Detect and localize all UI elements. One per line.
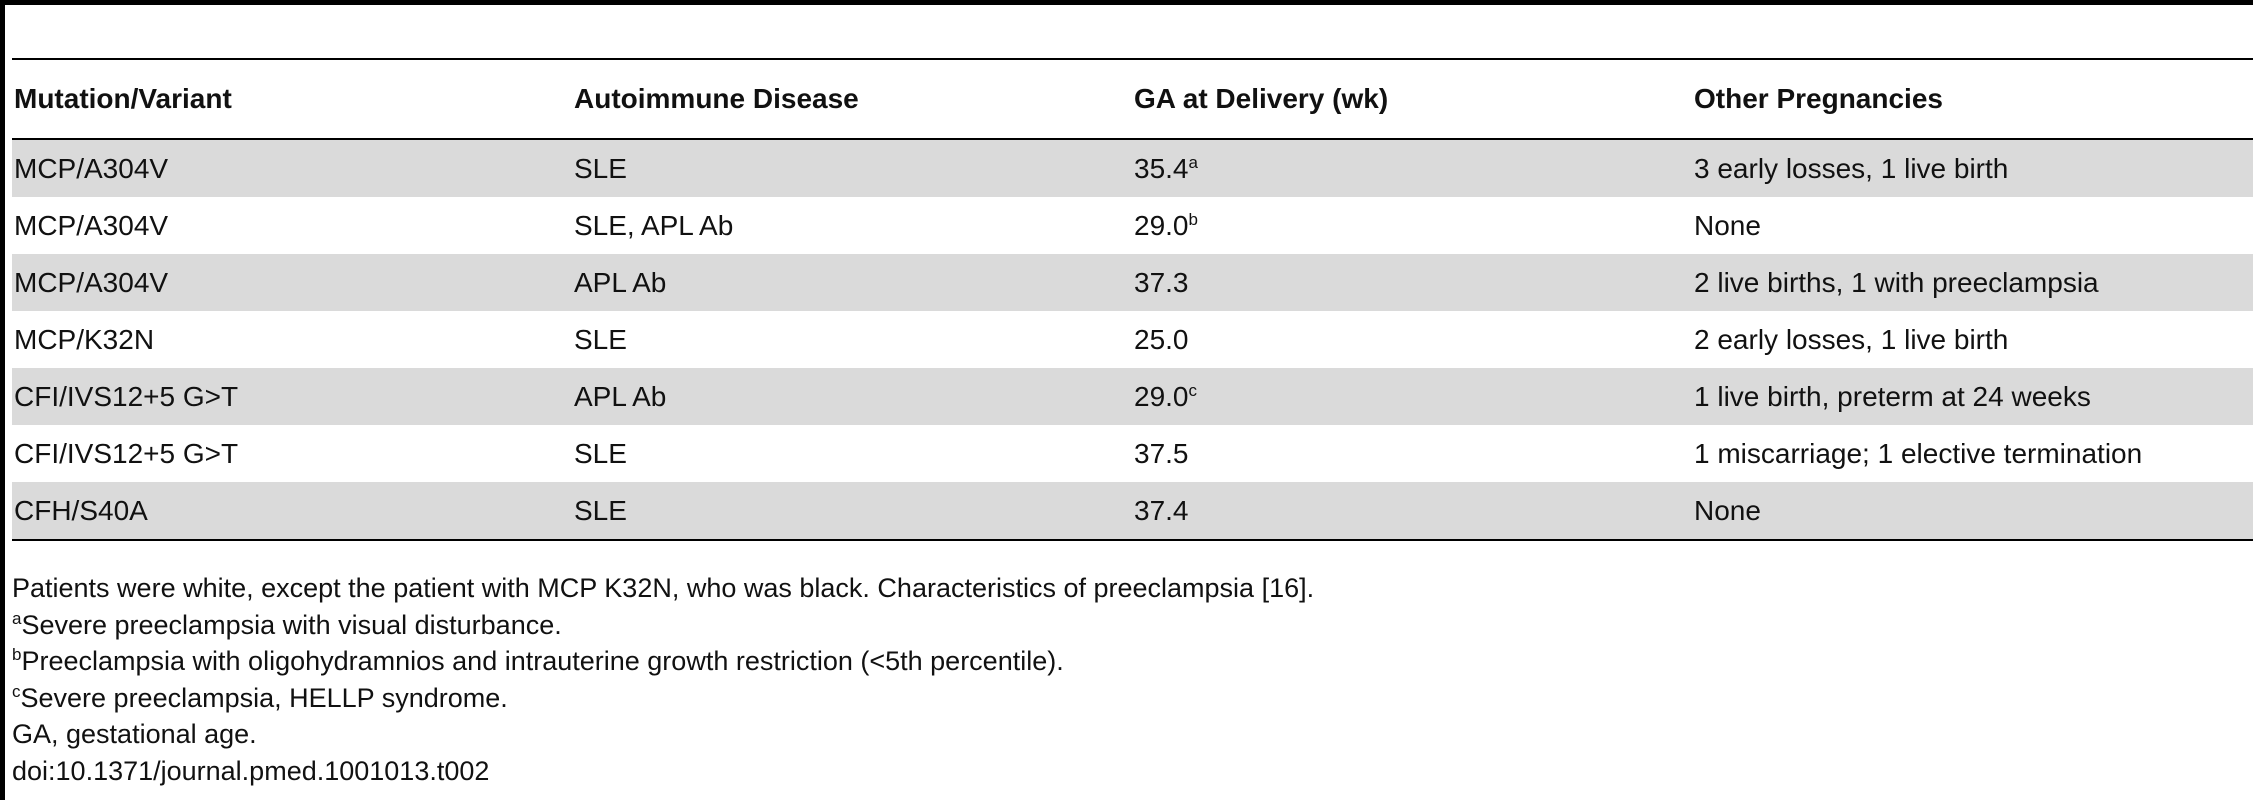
cell-ga: 37.5 [1132,425,1692,482]
cell-ga: 25.0 [1132,311,1692,368]
table-row: CFI/IVS12+5 G>T SLE 37.5 1 miscarriage; … [12,425,2253,482]
cell-other: 2 live births, 1 with preeclampsia [1692,254,2253,311]
ga-footnote-mark: a [1188,152,1198,172]
cell-disease: APL Ab [572,254,1132,311]
table-row: MCP/A304V APL Ab 37.3 2 live births, 1 w… [12,254,2253,311]
footnote-mark-b: b [12,645,22,664]
table-header-row: Mutation/Variant Autoimmune Disease GA a… [12,59,2253,139]
ga-footnote-mark: b [1188,209,1198,229]
table-row: MCP/A304V SLE 35.4a 3 early losses, 1 li… [12,139,2253,197]
footnote-mark-a: a [12,608,22,628]
cell-disease: SLE [574,323,627,355]
cell-other: None [1694,209,1761,241]
cell-ga: 29.0b [1132,197,1692,254]
ga-footnote-mark: c [1188,380,1198,400]
cell-other: None [1692,482,2253,540]
data-table: Mutation/Variant Autoimmune Disease GA a… [12,58,2253,541]
cell-ga: 35.4a [1132,139,1692,197]
table-container: Mutation/Variant Autoimmune Disease GA a… [12,58,2253,541]
cell-variant: MCP/A304V [12,139,572,197]
cell-disease: SLE [572,482,1132,540]
ga-value: 35.4 [1134,152,1189,184]
ga-value: 29.0 [1134,209,1189,241]
ga-value: 37.3 [1134,266,1189,298]
cell-disease: SLE [574,437,627,469]
footnote-a-text: Severe preeclampsia with visual disturba… [21,609,562,640]
header-mutation-variant: Mutation/Variant [14,83,232,114]
table-row: CFH/S40A SLE 37.4 None [12,482,2253,540]
cell-variant: CFI/IVS12+5 G>T [12,368,572,425]
table-row: CFI/IVS12+5 G>T APL Ab 29.0c 1 live birt… [12,368,2253,425]
cell-variant: CFH/S40A [12,482,572,540]
footnote-abbreviation: GA, gestational age. [12,719,257,749]
cell-variant: CFI/IVS12+5 G>T [14,437,239,469]
cell-variant: MCP/K32N [14,323,155,355]
cell-ga: 37.4 [1132,482,1692,540]
cell-variant: MCP/A304V [12,254,572,311]
footnote-main: Patients were white, except the patient … [12,573,1315,603]
header-autoimmune-disease: Autoimmune Disease [574,83,859,114]
footnote-c: cSevere preeclampsia, HELLP syndrome. [12,680,1314,717]
cell-disease: APL Ab [572,368,1132,425]
ga-value: 37.4 [1134,494,1189,526]
header-ga-at-delivery: GA at Delivery (wk) [1134,83,1389,114]
footnote-doi: doi:10.1371/journal.pmed.1001013.t002 [12,755,490,786]
ga-value: 25.0 [1134,323,1189,355]
table-footnotes: Patients were white, except the patient … [12,570,1314,789]
cell-ga: 37.3 [1132,254,1692,311]
footnote-b: bPreeclampsia with oligohydramnios and i… [12,643,1314,680]
footnote-b-text: Preeclampsia with oligohydramnios and in… [21,646,1064,676]
table-row: MCP/A304V SLE, APL Ab 29.0b None [12,197,2253,254]
footnote-mark-c: c [12,681,21,701]
header-other-pregnancies: Other Pregnancies [1694,83,1943,114]
cell-other: 3 early losses, 1 live birth [1692,139,2253,197]
cell-ga: 29.0c [1132,368,1692,425]
cell-other: 1 live birth, preterm at 24 weeks [1692,368,2253,425]
top-rule [0,0,2253,5]
left-rule [0,0,5,800]
cell-other: 2 early losses, 1 live birth [1694,323,2009,355]
ga-value: 37.5 [1134,437,1189,469]
ga-value: 29.0 [1134,380,1189,412]
cell-variant: MCP/A304V [14,209,169,241]
cell-other: 1 miscarriage; 1 elective termination [1694,437,2143,469]
cell-disease: SLE, APL Ab [574,209,734,241]
footnote-a: aSevere preeclampsia with visual disturb… [12,607,1314,644]
cell-disease: SLE [572,139,1132,197]
footnote-c-text: Severe preeclampsia, HELLP syndrome. [20,682,508,713]
table-row: MCP/K32N SLE 25.0 2 early losses, 1 live… [12,311,2253,368]
